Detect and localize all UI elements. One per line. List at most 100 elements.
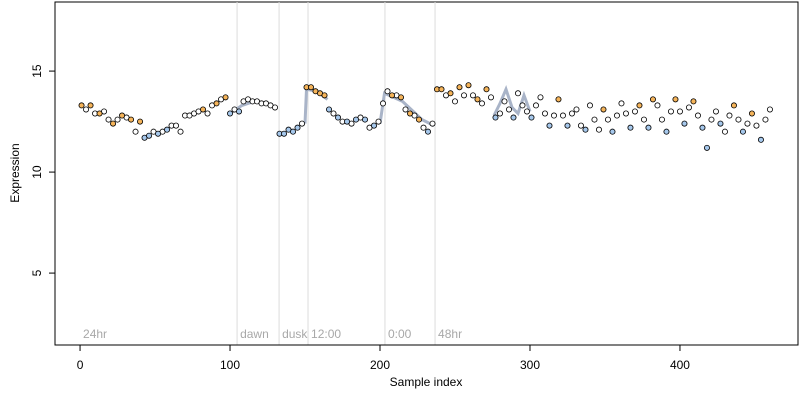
point (717, 120, 724, 127)
point (744, 120, 751, 127)
point (501, 98, 508, 105)
point (456, 84, 463, 91)
point (622, 110, 629, 117)
point (510, 114, 517, 121)
point (748, 110, 755, 117)
point (703, 144, 710, 151)
point (546, 122, 553, 129)
point (407, 110, 414, 117)
point (451, 98, 458, 105)
point (694, 112, 701, 119)
point (735, 116, 742, 123)
point (645, 124, 652, 131)
point (739, 128, 746, 135)
point (762, 116, 769, 123)
point (519, 102, 526, 109)
point (155, 130, 162, 137)
point (514, 90, 521, 97)
point (595, 126, 602, 133)
point (137, 118, 144, 125)
point (555, 96, 562, 103)
x-tick-label: 200 (370, 358, 390, 372)
y-tick-label: 10 (30, 165, 44, 179)
point (721, 128, 728, 135)
point (568, 110, 575, 117)
point (380, 100, 387, 107)
point (96, 110, 103, 117)
point (429, 120, 436, 127)
y-tick-label: 15 (30, 64, 44, 78)
point (83, 106, 90, 113)
point (402, 106, 409, 113)
point (87, 102, 94, 109)
point (371, 122, 378, 129)
point (460, 92, 467, 99)
point (600, 106, 607, 113)
point (398, 94, 405, 101)
point (586, 102, 593, 109)
point (550, 112, 557, 119)
point (672, 96, 679, 103)
point (164, 126, 171, 133)
x-axis-label: Sample index (390, 375, 463, 389)
point (613, 112, 620, 119)
point (128, 116, 135, 123)
point (663, 128, 670, 135)
point (483, 86, 490, 93)
point (523, 108, 530, 115)
annotation-label: 48hr (438, 327, 462, 341)
annotation-label: 0:00 (388, 327, 412, 341)
x-tick-label: 300 (520, 358, 540, 372)
point (213, 100, 220, 107)
point (685, 104, 692, 111)
point (667, 108, 674, 115)
point (447, 90, 454, 97)
point (204, 110, 211, 117)
point (281, 130, 288, 137)
point (487, 94, 494, 101)
point (353, 116, 360, 123)
point (290, 128, 297, 135)
point (469, 92, 476, 99)
point (537, 94, 544, 101)
x-tick-label: 400 (670, 358, 690, 372)
point (591, 116, 598, 123)
point (496, 110, 503, 117)
point (474, 96, 481, 103)
annotation-label: 12:00 (311, 327, 341, 341)
plot-frame (54, 1, 799, 346)
point (577, 122, 584, 129)
point (712, 108, 719, 115)
point (676, 108, 683, 115)
point (649, 96, 656, 103)
point (582, 126, 589, 133)
point (631, 108, 638, 115)
point (299, 120, 306, 127)
point (505, 106, 512, 113)
point (78, 102, 85, 109)
point (227, 110, 234, 117)
point (344, 118, 351, 125)
point (424, 128, 431, 135)
point (110, 120, 117, 127)
point (690, 98, 697, 105)
point (114, 116, 121, 123)
point (766, 106, 773, 113)
point (559, 112, 566, 119)
point (699, 124, 706, 131)
point (609, 128, 616, 135)
point (321, 92, 328, 99)
point (753, 122, 760, 129)
point (757, 136, 764, 143)
point (384, 88, 391, 95)
point (272, 104, 279, 111)
point (478, 100, 485, 107)
point (640, 116, 647, 123)
point (294, 124, 301, 131)
point (726, 112, 733, 119)
point (627, 124, 634, 131)
point (541, 110, 548, 117)
point (222, 94, 229, 101)
point (465, 82, 472, 89)
point (564, 122, 571, 129)
